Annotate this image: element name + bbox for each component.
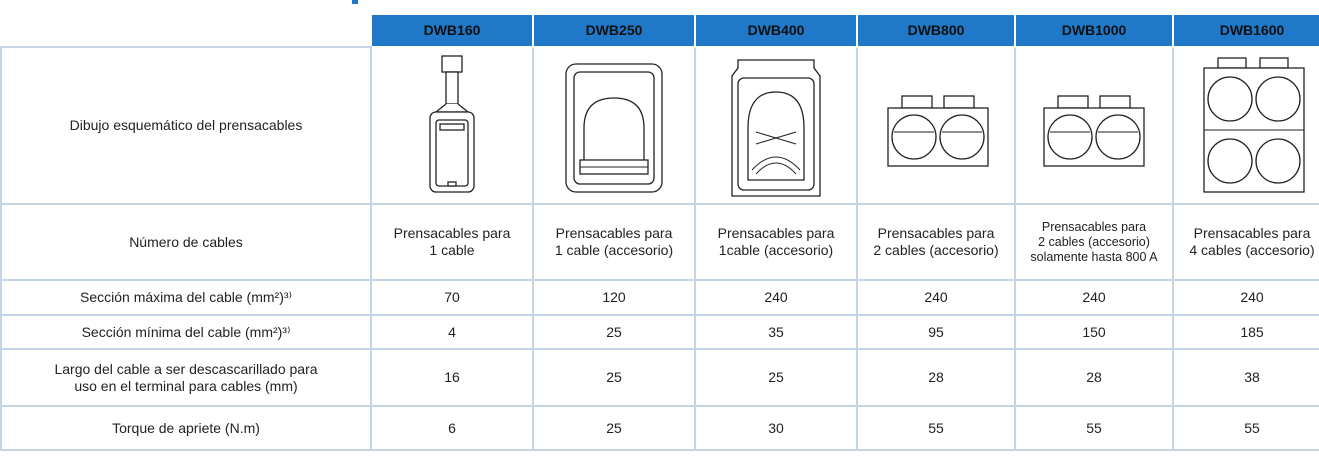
gland-drawing (565, 63, 663, 193)
value-cell: 4 (370, 314, 534, 350)
value-cell: 38 (1172, 348, 1319, 407)
row-label: Número de cables (0, 203, 372, 281)
row-label: Dibujo esquemático del prensacables (0, 46, 372, 205)
row-label: Torque de apriete (N.m) (0, 405, 372, 451)
gland-drawing (731, 59, 821, 197)
drawing-cell (1014, 46, 1174, 205)
value-cell: Prensacables para 2 cables (accesorio) s… (1014, 203, 1174, 281)
column-header: DWB1600 (1172, 13, 1319, 48)
table-row: Largo del cable a ser descascarillado pa… (0, 348, 1319, 407)
value-cell: 120 (532, 279, 696, 316)
value-cell: 28 (1014, 348, 1174, 407)
table-row: Sección máxima del cable (mm²)³⁾ 70 120 240… (0, 279, 1319, 316)
value-cell: 240 (1014, 279, 1174, 316)
value-cell: 55 (1014, 405, 1174, 451)
drawing-cell (532, 46, 696, 205)
value-cell: 55 (856, 405, 1016, 451)
value-cell: 25 (532, 348, 696, 407)
drawing-cell (370, 46, 534, 205)
value-cell: 35 (694, 314, 858, 350)
drawing-cell (856, 46, 1016, 205)
header-row: DWB160 DWB250 DWB400 DWB800 DWB1000 DWB1600 (1, 13, 1319, 48)
drawing-cell (1172, 46, 1319, 205)
table-row: Número de cables Prensacables para 1 cabl… (0, 203, 1319, 281)
value-cell: 25 (694, 348, 858, 407)
column-header: DWB800 (856, 13, 1016, 48)
value-cell: Prensacables para 2 cables (accesorio) (856, 203, 1016, 281)
column-header: DWB160 (370, 13, 534, 48)
drawing-cell (694, 46, 858, 205)
table-row: Dibujo esquemático del prensacables (0, 46, 1319, 205)
row-label: Sección máxima del cable (mm²)³⁾ (0, 279, 372, 316)
value-cell: Prensacables para 1 cable (accesorio) (532, 203, 696, 281)
value-cell: Prensacables para 1cable (accesorio) (694, 203, 858, 281)
value-cell: 95 (856, 314, 1016, 350)
value-cell: 25 (532, 405, 696, 451)
column-header: DWB250 (532, 13, 696, 48)
row-label: Sección mínima del cable (mm²)³⁾ (0, 314, 372, 350)
gland-drawing (1203, 57, 1305, 193)
value-cell: 6 (370, 405, 534, 451)
value-cell: 150 (1014, 314, 1174, 350)
gland-drawing (887, 95, 989, 167)
value-cell: Prensacables para 4 cables (accesorio) (1172, 203, 1319, 281)
value-cell: 240 (694, 279, 858, 316)
value-cell: 28 (856, 348, 1016, 407)
table-row: Sección mínima del cable (mm²)³⁾ 4 25 35 95 1… (0, 314, 1319, 350)
value-cell: 240 (1172, 279, 1319, 316)
spec-table: DWB160 DWB250 DWB400 DWB800 DWB1000 DWB1600 D… (0, 13, 1319, 451)
column-header: DWB400 (694, 13, 858, 48)
value-cell: 70 (370, 279, 534, 316)
table-row: Torque de apriete (N.m) 6 25 30 55 55 55 (0, 405, 1319, 451)
gland-drawing (1043, 95, 1145, 167)
value-cell: 30 (694, 405, 858, 451)
corner (1, 14, 371, 48)
row-label: Largo del cable a ser descascarillado pa… (0, 348, 372, 407)
column-header: DWB1000 (1014, 13, 1174, 48)
value-cell: 25 (532, 314, 696, 350)
value-cell: 16 (370, 348, 534, 407)
value-cell: 240 (856, 279, 1016, 316)
title-mark (352, 0, 358, 4)
value-cell: 185 (1172, 314, 1319, 350)
gland-drawing (429, 55, 475, 193)
value-cell: 55 (1172, 405, 1319, 451)
value-cell: Prensacables para 1 cable (370, 203, 534, 281)
